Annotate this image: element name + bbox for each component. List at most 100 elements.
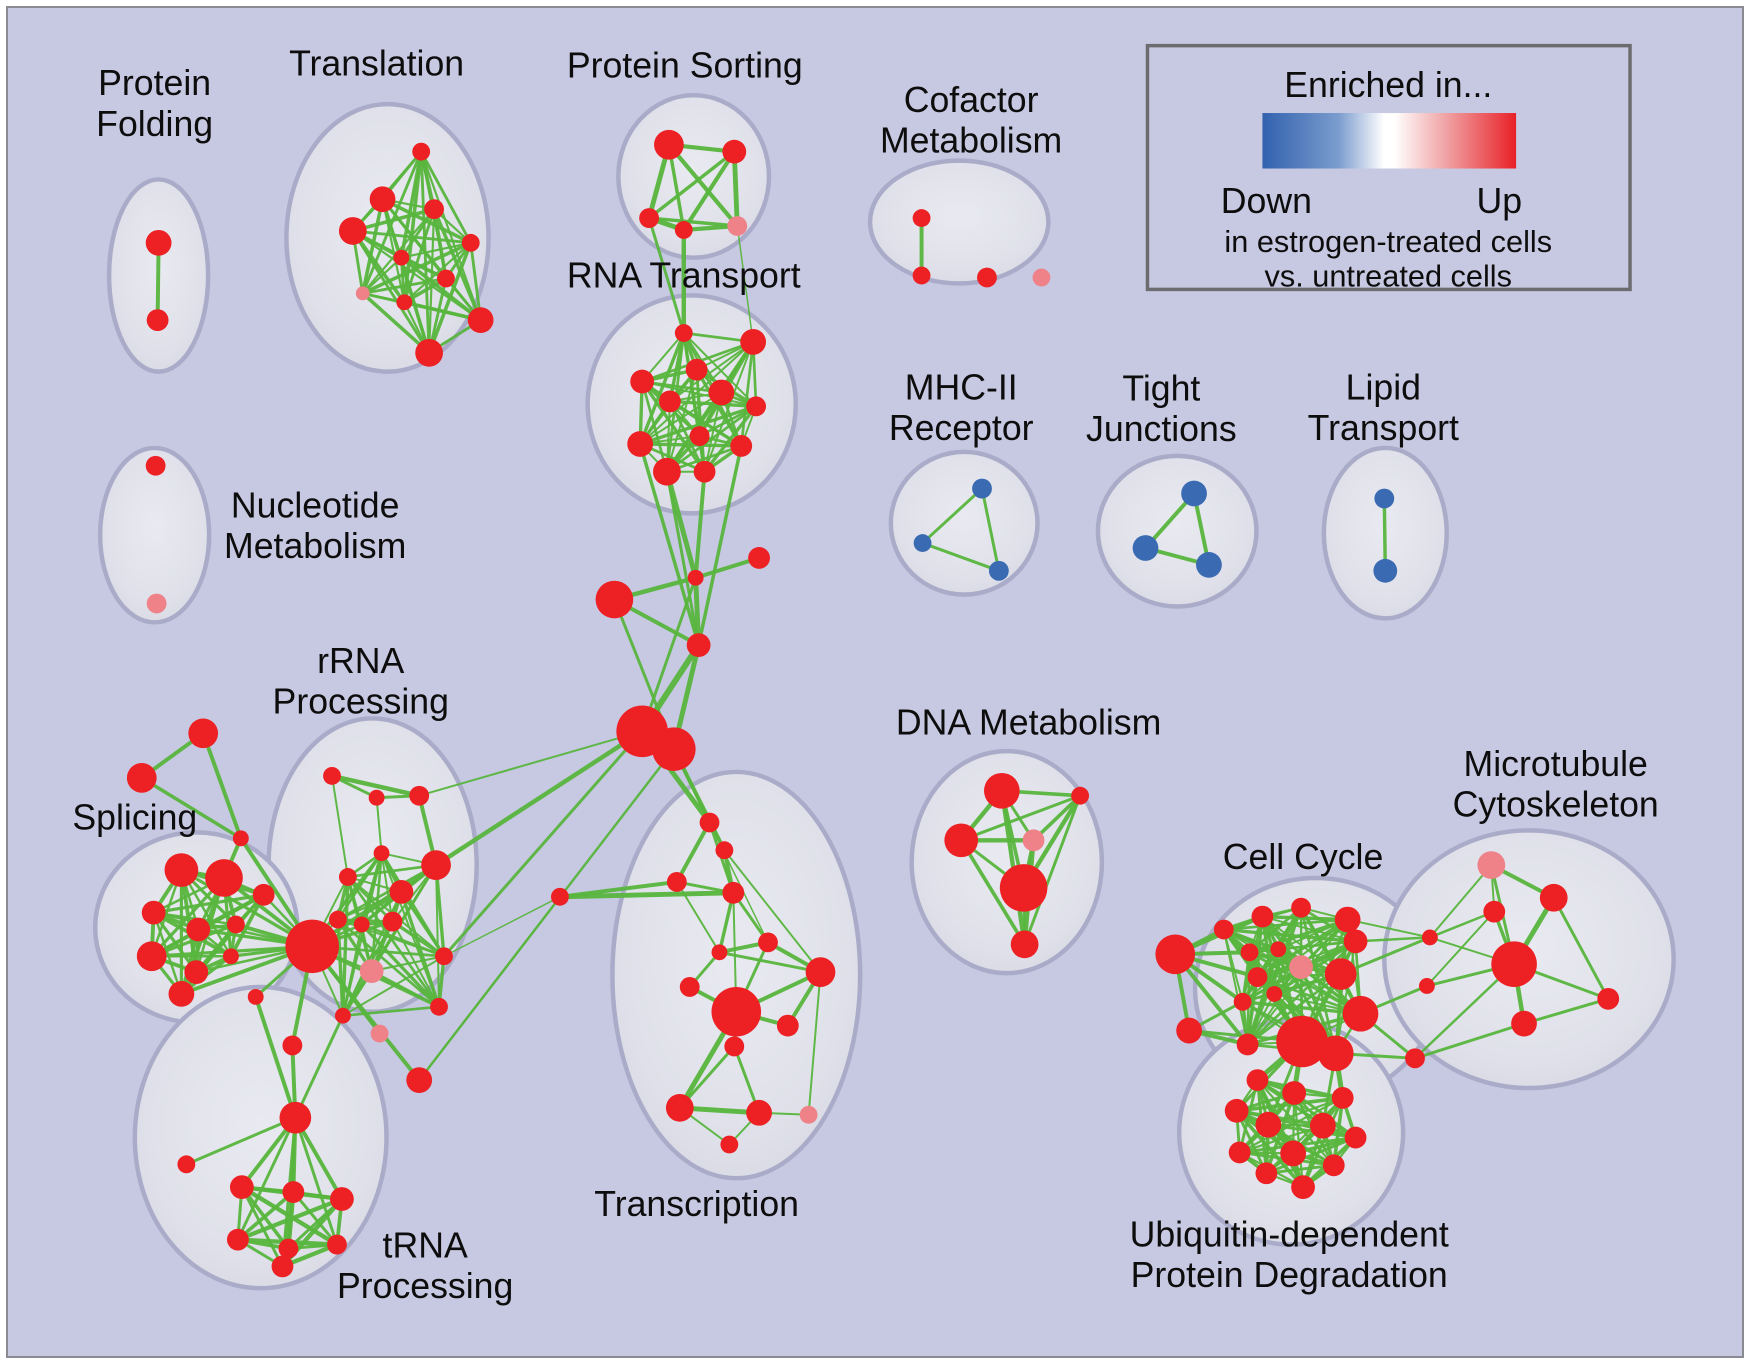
node-mm2[interactable]	[1539, 883, 1568, 912]
node-tn0[interactable]	[177, 1155, 196, 1174]
node-t10[interactable]	[467, 307, 494, 334]
node-d5[interactable]	[999, 864, 1048, 912]
node-sp8[interactable]	[168, 981, 195, 1007]
node-sp2[interactable]	[205, 859, 243, 897]
node-h2[interactable]	[913, 534, 932, 552]
node-rr15[interactable]	[334, 1007, 351, 1024]
node-u4[interactable]	[1224, 1098, 1249, 1123]
node-r6[interactable]	[658, 390, 681, 413]
node-t8[interactable]	[355, 286, 370, 301]
node-l1[interactable]	[1374, 488, 1395, 509]
node-q18[interactable]	[1343, 929, 1368, 954]
node-x11[interactable]	[746, 1099, 772, 1126]
node-q9[interactable]	[1247, 967, 1268, 987]
node-d1[interactable]	[983, 772, 1020, 809]
node-n7[interactable]	[271, 1255, 294, 1278]
node-bb1[interactable]	[1421, 929, 1438, 946]
node-q16[interactable]	[1236, 1033, 1259, 1056]
node-sp13[interactable]	[223, 948, 239, 965]
node-q8[interactable]	[1289, 955, 1313, 980]
node-d2[interactable]	[1071, 786, 1090, 805]
node-x3[interactable]	[711, 944, 728, 961]
node-tC[interactable]	[232, 830, 249, 847]
node-q2[interactable]	[1176, 1017, 1202, 1044]
node-rr8[interactable]	[329, 910, 347, 929]
node-nm2[interactable]	[146, 593, 167, 614]
node-x6[interactable]	[679, 977, 700, 997]
node-r3[interactable]	[685, 358, 708, 381]
node-j3[interactable]	[1196, 551, 1222, 578]
node-p1[interactable]	[359, 959, 384, 984]
node-n6[interactable]	[327, 1234, 347, 1255]
node-s2[interactable]	[722, 139, 747, 164]
node-d6[interactable]	[1010, 930, 1039, 959]
node-mm6[interactable]	[1511, 1010, 1537, 1037]
node-q14[interactable]	[1276, 1015, 1328, 1068]
node-u3[interactable]	[1331, 1087, 1354, 1109]
node-t9[interactable]	[396, 294, 413, 311]
node-r8[interactable]	[689, 426, 710, 446]
node-s3[interactable]	[639, 208, 659, 228]
node-rr1[interactable]	[323, 766, 341, 785]
node-x13[interactable]	[720, 1135, 739, 1154]
node-c3[interactable]	[595, 580, 634, 619]
node-q13[interactable]	[1342, 995, 1379, 1032]
node-sp1[interactable]	[164, 853, 199, 887]
node-rr13[interactable]	[435, 947, 453, 966]
node-sp6[interactable]	[252, 883, 275, 906]
node-q11[interactable]	[1266, 985, 1283, 1002]
node-mm4[interactable]	[1491, 941, 1537, 987]
node-r9[interactable]	[627, 431, 654, 457]
node-h3[interactable]	[988, 560, 1009, 581]
node-n1[interactable]	[229, 1175, 254, 1200]
node-u9[interactable]	[1280, 1140, 1307, 1167]
node-p2[interactable]	[370, 1024, 389, 1043]
node-sp3[interactable]	[141, 900, 166, 925]
node-u10[interactable]	[1322, 1154, 1345, 1177]
node-t7[interactable]	[437, 269, 455, 288]
node-cr[interactable]	[748, 547, 770, 569]
node-x7[interactable]	[711, 986, 762, 1037]
node-L1[interactable]	[550, 887, 569, 906]
node-tB[interactable]	[126, 763, 157, 793]
node-rr4[interactable]	[373, 845, 390, 862]
node-sp12[interactable]	[184, 960, 209, 984]
node-l2[interactable]	[1373, 558, 1398, 583]
node-q15[interactable]	[1317, 1035, 1354, 1072]
node-s4[interactable]	[674, 221, 693, 239]
node-u12[interactable]	[1291, 1175, 1315, 1200]
node-r10[interactable]	[730, 435, 753, 457]
node-x12[interactable]	[799, 1105, 818, 1124]
node-r5[interactable]	[708, 379, 735, 406]
node-q5[interactable]	[1334, 906, 1361, 933]
node-t11[interactable]	[415, 338, 443, 367]
node-n2[interactable]	[282, 1181, 305, 1203]
node-rr5[interactable]	[338, 868, 357, 886]
node-t6[interactable]	[393, 249, 410, 266]
node-t5[interactable]	[461, 233, 480, 252]
node-rr16[interactable]	[406, 1067, 433, 1093]
node-f2[interactable]	[912, 266, 931, 285]
node-x4[interactable]	[758, 932, 778, 953]
node-d3[interactable]	[944, 823, 979, 858]
node-h1[interactable]	[972, 478, 992, 499]
node-R[interactable]	[285, 919, 339, 974]
node-q17[interactable]	[1213, 919, 1234, 940]
node-rr6[interactable]	[389, 879, 414, 904]
node-j1[interactable]	[1181, 480, 1207, 507]
node-s5[interactable]	[727, 216, 748, 236]
node-c4[interactable]	[686, 633, 711, 658]
node-x8[interactable]	[776, 1014, 799, 1037]
node-sp4[interactable]	[186, 917, 211, 942]
node-u6[interactable]	[1309, 1112, 1336, 1139]
node-rr17[interactable]	[282, 1035, 303, 1056]
node-bb2[interactable]	[1418, 978, 1435, 994]
node-j2[interactable]	[1132, 535, 1159, 561]
node-x5[interactable]	[805, 957, 836, 987]
node-n5[interactable]	[278, 1238, 299, 1259]
node-r7[interactable]	[746, 396, 767, 417]
node-bb3[interactable]	[1405, 1048, 1425, 1069]
node-q10[interactable]	[1233, 992, 1252, 1011]
node-u2[interactable]	[1282, 1081, 1307, 1105]
node-mm3[interactable]	[1483, 900, 1506, 923]
